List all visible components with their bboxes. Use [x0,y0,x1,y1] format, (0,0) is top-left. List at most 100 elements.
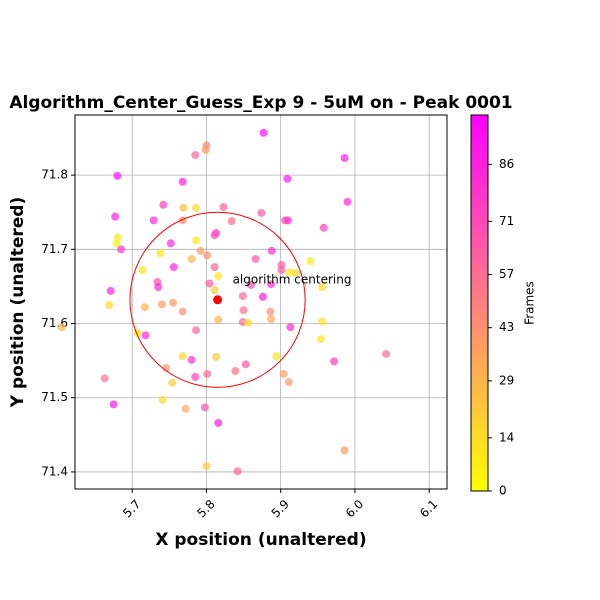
x-tick-label: 6.1 [417,497,440,520]
point [179,203,188,212]
point [169,263,178,272]
point [279,369,288,378]
colorbar-tick-label: 0 [499,484,507,498]
point [284,216,293,225]
plot-frame [74,114,448,490]
center-point [213,295,223,305]
y-tick-label: 71.5 [41,390,68,404]
point [166,239,175,248]
point [109,400,118,409]
y-tick-label: 71.7 [41,242,68,256]
point [246,280,255,289]
point [239,306,248,315]
point [219,203,228,212]
point [319,223,328,232]
point [257,208,266,217]
x-tick-label: 5.9 [269,497,292,520]
point [233,467,242,476]
point [210,263,219,272]
center-circle [129,211,306,388]
point [113,171,122,180]
colorbar [470,114,489,492]
point [277,266,286,275]
point [272,352,281,361]
point [267,280,276,289]
point [192,326,201,335]
point [156,249,165,258]
point [340,154,349,163]
point [191,151,200,160]
y-tick-label: 71.8 [41,168,68,182]
point [283,174,292,183]
point [196,246,205,255]
colorbar-tick-label: 71 [499,214,514,228]
point [57,323,66,332]
y-axis-label: Y position (unaltered) [8,197,28,408]
chart-title: Algorithm_Center_Guess_Exp 9 - 5uM on - … [9,93,512,113]
point [112,239,121,248]
point [286,323,295,332]
point [285,268,294,277]
point [340,446,349,455]
point [214,315,223,324]
point [259,128,268,137]
point [231,367,240,376]
point [210,286,219,295]
annotation-text: algorithm centering [233,272,352,286]
point [159,200,168,209]
point [169,298,178,307]
point [214,418,223,427]
x-tick-label: 5.8 [194,497,217,520]
point [154,283,163,292]
point [157,300,166,309]
point [149,216,158,225]
point [191,372,200,381]
point [318,317,327,326]
colorbar-tick-label: 57 [499,267,514,281]
point [318,283,327,292]
point [291,269,300,278]
point [267,246,276,255]
point [316,335,325,344]
point [158,395,167,404]
point [181,404,190,413]
point [205,279,214,288]
point [203,369,212,378]
colorbar-tick-label: 29 [499,373,514,387]
point [111,212,120,221]
point [100,374,109,383]
point [203,251,212,260]
point [178,307,187,316]
y-tick-label: 71.4 [41,464,68,478]
point [227,217,236,226]
point [192,236,201,245]
point [214,272,223,281]
point [330,357,339,366]
point [266,307,275,316]
point [267,315,276,324]
point [187,355,196,364]
point [192,203,201,212]
point [141,331,150,340]
x-axis-label: X position (unaltered) [155,530,366,550]
point [105,300,114,309]
colorbar-label: Frames [523,281,537,325]
colorbar-tick-label: 43 [499,320,514,334]
colorbar-tick-label: 86 [499,157,514,171]
point [140,303,149,312]
point [168,378,177,387]
x-tick-label: 5.7 [120,497,143,520]
point [178,177,187,186]
colorbar-tick-label: 14 [499,430,514,444]
point [241,360,250,369]
point [202,461,211,470]
point [251,254,260,263]
point [162,364,171,373]
point [106,286,115,295]
point [382,349,391,358]
point [200,403,209,412]
point [187,254,196,263]
point [201,145,210,154]
point [343,197,352,206]
